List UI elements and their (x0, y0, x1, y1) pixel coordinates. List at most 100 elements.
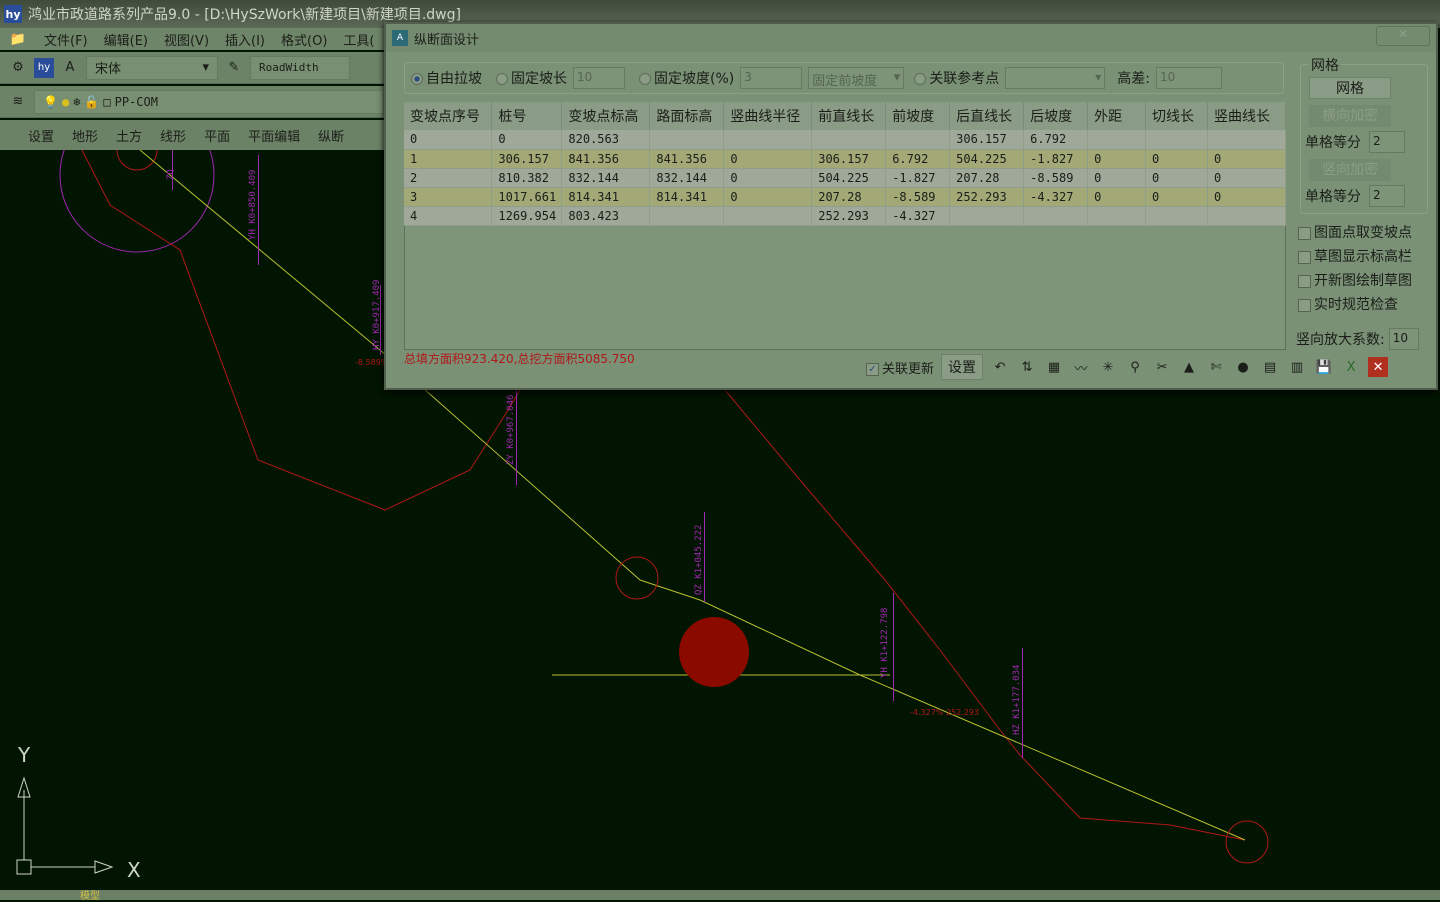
table-cell[interactable]: 6.792 (1023, 130, 1089, 150)
radio-fixed-grade[interactable]: 固定坡度(%) (639, 68, 734, 88)
table-cell[interactable]: 1017.661 (491, 187, 563, 207)
table-cell[interactable] (723, 206, 813, 226)
column-header[interactable]: 竖曲线半径 (723, 102, 813, 130)
table-cell[interactable]: -8.589 (1023, 168, 1089, 188)
table-cell[interactable]: 841.356 (649, 149, 725, 169)
table-cell[interactable]: -8.589 (885, 187, 951, 207)
table-cell[interactable]: 2 (404, 168, 493, 188)
stop-icon[interactable]: ● (1237, 359, 1249, 375)
table-cell[interactable] (811, 130, 887, 150)
table-cell[interactable]: 0 (723, 168, 813, 188)
column-header[interactable]: 后坡度 (1023, 102, 1089, 130)
column-header[interactable]: 后直线长 (949, 102, 1025, 130)
table-cell[interactable] (1207, 206, 1287, 226)
radio-fixed-length[interactable]: 固定坡长 (496, 68, 567, 88)
column-header[interactable]: 外距 (1087, 102, 1147, 130)
table-cell[interactable]: 814.341 (561, 187, 651, 207)
height-diff-input[interactable]: 10 (1155, 67, 1222, 89)
terrain-icon[interactable]: ▲ (1184, 359, 1195, 375)
undo-icon[interactable]: ↶ (994, 359, 1006, 375)
table-cell[interactable] (949, 206, 1025, 226)
table-cell[interactable]: 207.28 (811, 187, 887, 207)
table-cell[interactable]: 0 (1207, 168, 1287, 188)
table-row[interactable]: 4 1269.954 803.423 252.293 -4.327 (404, 206, 1287, 226)
table-cell[interactable]: 252.293 (949, 187, 1025, 207)
table-row[interactable]: 0 0 820.563 306.157 6.792 (404, 130, 1287, 150)
text-style-icon[interactable]: A (65, 60, 75, 75)
layer-select[interactable]: 💡 ● ❄ 🔓 □ PP-COM (34, 89, 384, 114)
menu-format[interactable]: 格式(O) (281, 33, 328, 49)
table-cell[interactable]: 504.225 (811, 168, 887, 188)
column-header[interactable]: 桩号 (491, 102, 563, 130)
settings-gear-icon[interactable]: ⚙ (12, 60, 24, 75)
table-cell[interactable]: 306.157 (949, 130, 1025, 150)
table-cell[interactable]: 3 (404, 187, 493, 207)
column-header[interactable]: 切线长 (1145, 102, 1208, 130)
excel-icon[interactable]: X (1346, 359, 1356, 375)
link-update-checkbox[interactable]: ✓ 关联更新 (866, 358, 934, 377)
table-cell[interactable]: 0 (1145, 149, 1208, 169)
trim-icon[interactable]: ✂ (1156, 359, 1168, 375)
table-cell[interactable] (1087, 130, 1147, 150)
column-header[interactable]: 前坡度 (885, 102, 951, 130)
option-checkbox[interactable]: 实时规范检查 (1294, 294, 1434, 314)
table-cell[interactable]: 0 (1087, 149, 1147, 169)
column-header[interactable]: 变坡点序号 (404, 102, 493, 130)
table-row[interactable]: 3 1017.661 814.341 814.341 0 207.28 -8.589 252.… (404, 187, 1287, 207)
app-menu-icon[interactable]: 📁 (9, 31, 27, 47)
table-cell[interactable]: 306.157 (491, 149, 563, 169)
ribbon-terrain[interactable]: 地形 (72, 129, 99, 145)
table-cell[interactable] (1207, 130, 1287, 150)
table-cell[interactable] (885, 130, 951, 150)
v-div-input[interactable]: 2 (1369, 185, 1405, 207)
settings-button[interactable]: 设置 (941, 354, 984, 380)
table-cell[interactable]: 0 (1207, 187, 1287, 207)
table-cell[interactable]: 1269.954 (491, 206, 563, 226)
table-cell[interactable]: 207.28 (949, 168, 1025, 188)
table-cell[interactable]: 6.792 (885, 149, 951, 169)
menu-tools[interactable]: 工具( (343, 33, 375, 49)
ribbon-earthwork[interactable]: 土方 (116, 129, 143, 145)
ribbon-plan-edit[interactable]: 平面编辑 (248, 129, 301, 145)
cut-icon[interactable]: ✄ (1210, 359, 1222, 375)
table-cell[interactable]: 504.225 (949, 149, 1025, 169)
v-densify-button[interactable]: 竖向加密 (1309, 159, 1391, 181)
table-cell[interactable]: -4.327 (1023, 187, 1089, 207)
column-header[interactable]: 竖曲线长 (1207, 102, 1287, 130)
h-densify-button[interactable]: 横向加密 (1309, 105, 1391, 127)
menu-file[interactable]: 文件(F) (44, 33, 88, 49)
table-cell[interactable] (649, 130, 725, 150)
table-cell[interactable]: 4 (404, 206, 493, 226)
column-header[interactable]: 变坡点标高 (561, 102, 651, 130)
option-checkbox[interactable]: 图面点取变坡点 (1294, 222, 1434, 242)
dialog-titlebar[interactable]: A 纵断面设计 (386, 24, 1436, 52)
table-cell[interactable] (649, 206, 725, 226)
table-cell[interactable] (723, 130, 813, 150)
table-cell[interactable]: 0 (1145, 187, 1208, 207)
move-vertex-icon[interactable]: ✳ (1102, 359, 1114, 375)
table-row[interactable]: 1 306.157 841.356 841.356 0 306.157 6.792 504.2… (404, 149, 1287, 169)
close-icon[interactable]: ✕ (1368, 357, 1389, 377)
table-cell[interactable]: 810.382 (491, 168, 563, 188)
ribbon-profile[interactable]: 纵断 (318, 129, 345, 145)
close-button[interactable]: ✕ (1376, 26, 1430, 46)
drawing-canvas[interactable]: Y X -8.589% -4.327% 252.293 ZQ YH K0+850… (0, 97, 1440, 890)
reference-select[interactable]: ▾ (1005, 67, 1106, 89)
table-cell[interactable] (1145, 130, 1208, 150)
option-checkbox[interactable]: 草图显示标高栏 (1294, 246, 1434, 266)
column-header[interactable]: 路面标高 (649, 102, 725, 130)
menu-view[interactable]: 视图(V) (163, 33, 210, 49)
table-cell[interactable] (1023, 206, 1089, 226)
grade-mode-select[interactable]: 固定前坡度 ▾ (808, 67, 905, 89)
table-cell[interactable]: 0 (1145, 168, 1208, 188)
ribbon-settings[interactable]: 设置 (28, 129, 55, 145)
table-cell[interactable]: -1.827 (885, 168, 951, 188)
table-cell[interactable]: -4.327 (885, 206, 951, 226)
option-checkbox[interactable]: 开新图绘制草图 (1294, 270, 1434, 290)
table-cell[interactable]: 306.157 (811, 149, 887, 169)
radio-reference[interactable]: 关联参考点 (914, 68, 999, 88)
polyline-icon[interactable]: 〰 (1074, 361, 1088, 377)
hy-icon[interactable]: hy (34, 57, 54, 78)
table-cell[interactable] (1145, 206, 1208, 226)
ribbon-plan[interactable]: 平面 (204, 129, 231, 145)
